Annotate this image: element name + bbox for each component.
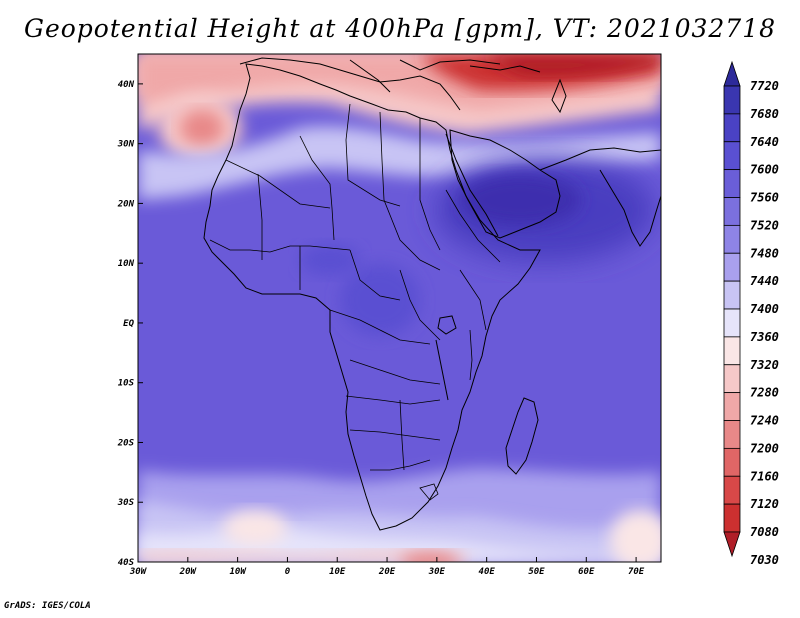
colorbar-label: 7720 [750, 79, 779, 93]
lon-label: 30W [129, 567, 148, 577]
colorbar-swatch [723, 336, 741, 366]
lon-label: 40E [479, 567, 496, 577]
lon-label: 50E [528, 567, 545, 577]
colorbar-swatch [723, 420, 741, 449]
colorbar-swatch [723, 503, 741, 533]
colorbar-swatch [723, 475, 741, 505]
colorbar-label: 7160 [750, 469, 779, 483]
colorbar-swatch [723, 197, 741, 226]
lat-label: 10S [118, 379, 135, 389]
lat-label: 40S [118, 558, 135, 568]
colorbar-swatch [723, 85, 741, 115]
colorbar-label: 7600 [750, 163, 779, 177]
colorbar-label: 7030 [750, 553, 779, 567]
lon-label: 10W [229, 567, 247, 577]
lat-label: 30N [117, 140, 135, 150]
colorbar-swatch [723, 60, 741, 87]
colorbar: 7720 7680 7640 7600 7560 7520 7480 7440 7400 7360… [723, 60, 779, 567]
colorbar-swatch [723, 113, 741, 143]
lat-label: 20N [117, 199, 135, 209]
colorbar-label: 7320 [750, 358, 779, 372]
colorbar-label: 7240 [750, 414, 779, 428]
lon-label: 30E [428, 567, 446, 577]
colorbar-swatch [723, 364, 741, 394]
colorbar-swatch [723, 308, 741, 338]
colorbar-swatch [723, 280, 741, 310]
colorbar-label: 7080 [750, 525, 779, 539]
lon-label: 60E [578, 567, 595, 577]
madagascar-coast [505, 397, 539, 475]
country-borders [209, 103, 501, 501]
lon-label: 20W [179, 567, 198, 577]
colorbar-label: 7480 [750, 246, 779, 260]
coastlines [203, 57, 661, 531]
plot-frame [137, 53, 662, 563]
colorbar-swatch [723, 447, 741, 477]
lon-label: 70E [628, 567, 645, 577]
lat-label: 10N [118, 259, 135, 269]
lon-label: 10E [329, 567, 346, 577]
colorbar-swatch [723, 169, 741, 198]
map-axes: 30W 20W 10W 0 10E 20E 30E 40E 50E 60E 70E 40N 30N 20N… [117, 80, 645, 577]
colorbar-label: 7200 [750, 441, 779, 455]
colorbar-swatch [723, 392, 741, 421]
colorbar-label: 7520 [750, 218, 779, 232]
colorbar-swatch [723, 224, 741, 254]
colorbar-label: 7280 [750, 386, 779, 400]
lon-label: 20E [378, 567, 396, 577]
colorbar-label: 7640 [750, 135, 779, 149]
colorbar-label: 7400 [750, 302, 779, 316]
africa-coast [203, 63, 541, 531]
colorbar-label: 7120 [750, 497, 779, 511]
lat-label: 30S [117, 498, 135, 508]
lat-label: 20S [117, 438, 135, 448]
colorbar-label: 7440 [750, 274, 779, 288]
lat-label: EQ [123, 319, 134, 329]
arabia-coast [449, 129, 561, 239]
lon-label: 0 [285, 567, 291, 577]
colorbar-label: 7680 [750, 107, 779, 121]
lat-label: 40N [118, 80, 135, 90]
colorbar-label: 7360 [750, 330, 779, 344]
grads-credit: GrADS: IGES/COLA [4, 601, 91, 611]
colorbar-swatch [723, 531, 741, 558]
colorbar-swatch [723, 141, 741, 171]
colorbar-label: 7560 [750, 191, 779, 205]
colorbar-swatch [723, 252, 741, 282]
map-title: Geopotential Height at 400hPa [gpm], VT:… [23, 14, 777, 43]
height-field [138, 54, 661, 562]
